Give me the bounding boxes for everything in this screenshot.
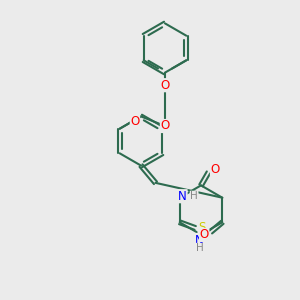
Text: O: O [160, 119, 169, 133]
Text: O: O [160, 79, 169, 92]
Text: N: N [195, 233, 204, 247]
Text: S: S [198, 221, 206, 234]
Text: O: O [211, 163, 220, 176]
Text: O: O [130, 115, 140, 128]
Text: N: N [178, 190, 187, 203]
Text: H: H [190, 191, 198, 201]
Text: H: H [196, 243, 203, 254]
Text: O: O [200, 228, 209, 242]
